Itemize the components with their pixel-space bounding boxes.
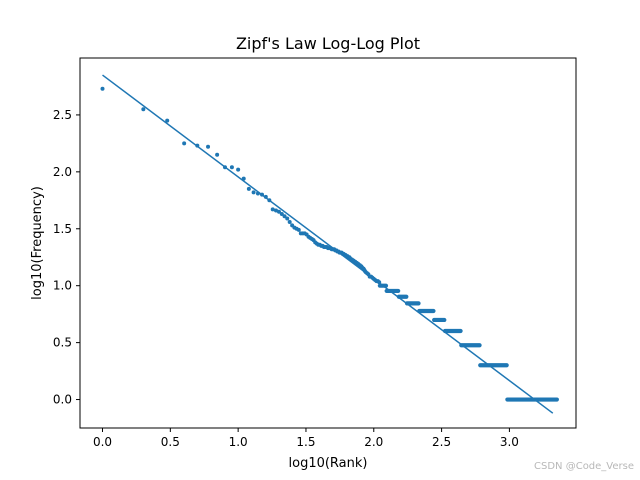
- data-point: [141, 107, 146, 112]
- data-point: [270, 207, 275, 212]
- fit-line: [102, 74, 554, 414]
- data-point: [287, 219, 292, 224]
- data-point: [182, 141, 187, 146]
- x-tick-label: 0.5: [161, 435, 180, 449]
- data-point: [236, 167, 241, 172]
- data-point: [282, 214, 287, 219]
- data-point: [251, 190, 256, 195]
- data-point: [206, 144, 211, 149]
- data-point: [165, 118, 170, 123]
- x-tick-label: 1.5: [296, 435, 315, 449]
- data-point: [276, 209, 281, 214]
- y-tick-label: 0.5: [53, 336, 72, 350]
- data-point: [285, 216, 290, 221]
- y-tick-label: 1.0: [53, 279, 72, 293]
- y-tick-label: 0.0: [53, 393, 72, 407]
- data-point: [215, 152, 220, 157]
- watermark: CSDN @Code_Verse: [534, 461, 634, 472]
- data-point: [229, 165, 234, 170]
- x-tick-label: 1.0: [229, 435, 248, 449]
- x-tick-label: 2.0: [364, 435, 383, 449]
- y-tick-label: 1.5: [53, 222, 72, 236]
- chart-title: Zipf's Law Log-Log Plot: [236, 34, 420, 53]
- data-point: [296, 227, 301, 232]
- x-tick-label: 0.0: [93, 435, 112, 449]
- y-tick-label: 2.5: [53, 108, 72, 122]
- x-tick-label: 3.0: [500, 435, 519, 449]
- y-axis-label: log10(Frequency): [30, 186, 45, 300]
- data-point: [246, 186, 251, 191]
- x-axis-label: log10(Rank): [289, 456, 368, 471]
- plot-frame: [79, 57, 577, 429]
- y-tick-label: 2.0: [53, 165, 72, 179]
- data-point: [279, 211, 284, 216]
- x-tick-label: 2.5: [432, 435, 451, 449]
- data-point: [100, 86, 105, 91]
